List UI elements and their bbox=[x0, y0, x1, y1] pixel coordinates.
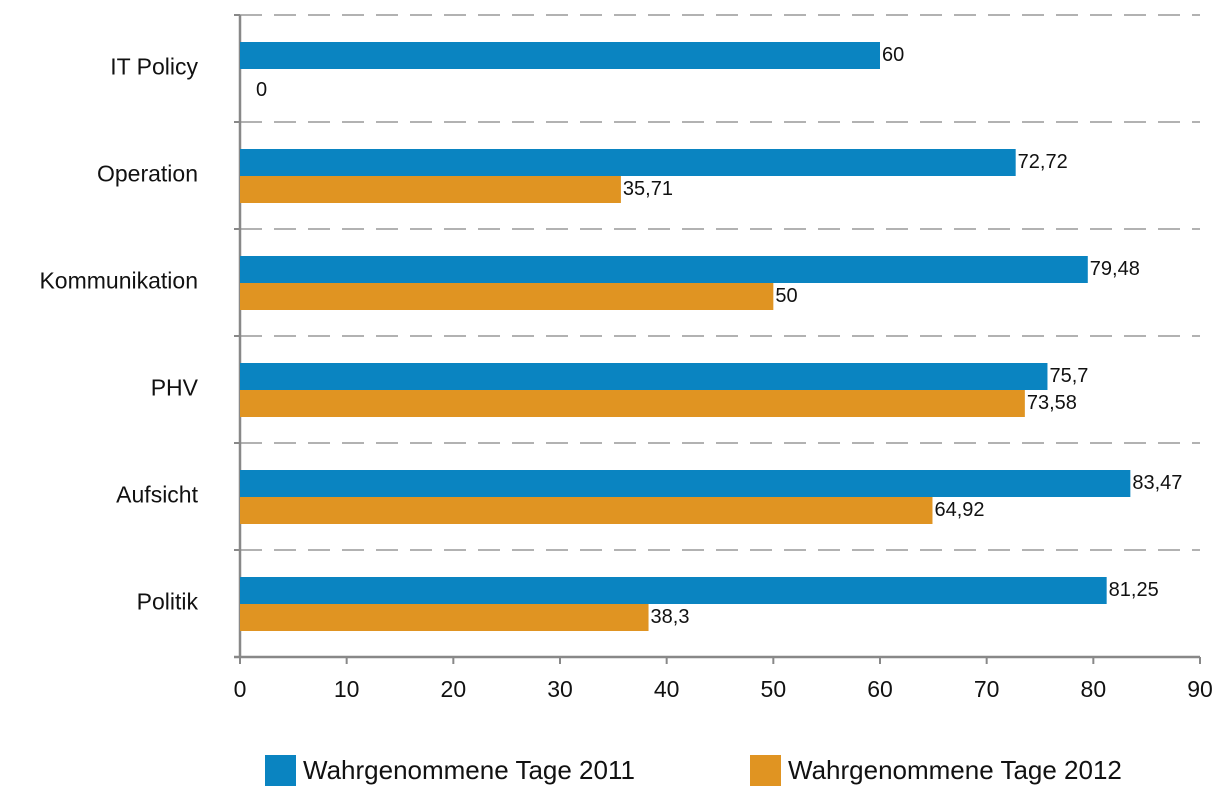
bar bbox=[240, 42, 880, 69]
data-label: 72,72 bbox=[1018, 151, 1068, 173]
bar bbox=[240, 283, 774, 310]
bar bbox=[240, 470, 1131, 497]
x-tick-label: 10 bbox=[334, 676, 360, 702]
bar bbox=[240, 149, 1016, 176]
data-label: 79,48 bbox=[1090, 258, 1140, 280]
x-tick-label: 80 bbox=[1081, 676, 1107, 702]
x-tick-label: 60 bbox=[867, 676, 893, 702]
x-tick-label: 70 bbox=[974, 676, 1000, 702]
x-tick-label: 40 bbox=[654, 676, 680, 702]
legend-label: Wahrgenommene Tage 2011 bbox=[303, 755, 635, 785]
bar bbox=[240, 497, 933, 524]
category-label: PHV bbox=[151, 375, 199, 401]
legend-swatch bbox=[750, 755, 781, 786]
category-label: Operation bbox=[97, 161, 198, 187]
data-label: 35,71 bbox=[623, 178, 673, 200]
legend-swatch bbox=[265, 755, 296, 786]
data-label: 60 bbox=[882, 44, 904, 66]
data-label: 83,47 bbox=[1132, 472, 1182, 494]
x-tick-label: 30 bbox=[547, 676, 573, 702]
bar bbox=[240, 256, 1088, 283]
category-label: IT Policy bbox=[110, 54, 198, 80]
data-label: 50 bbox=[775, 285, 797, 307]
category-label: Politik bbox=[137, 589, 199, 615]
category-label: Aufsicht bbox=[116, 482, 198, 508]
bar bbox=[240, 604, 649, 631]
bar bbox=[240, 176, 621, 203]
x-tick-label: 0 bbox=[234, 676, 247, 702]
data-label: 73,58 bbox=[1027, 392, 1077, 414]
data-label: 38,3 bbox=[651, 606, 690, 628]
bar bbox=[240, 390, 1025, 417]
data-label: 81,25 bbox=[1109, 579, 1159, 601]
category-label: Kommunikation bbox=[39, 268, 198, 294]
legend-label: Wahrgenommene Tage 2012 bbox=[788, 755, 1122, 785]
x-tick-label: 90 bbox=[1187, 676, 1213, 702]
data-label: 75,7 bbox=[1049, 365, 1088, 387]
bar bbox=[240, 577, 1107, 604]
x-tick-label: 20 bbox=[441, 676, 467, 702]
data-label: 0 bbox=[256, 79, 267, 101]
data-label: 64,92 bbox=[934, 499, 984, 521]
x-tick-label: 50 bbox=[761, 676, 787, 702]
bar bbox=[240, 363, 1048, 390]
